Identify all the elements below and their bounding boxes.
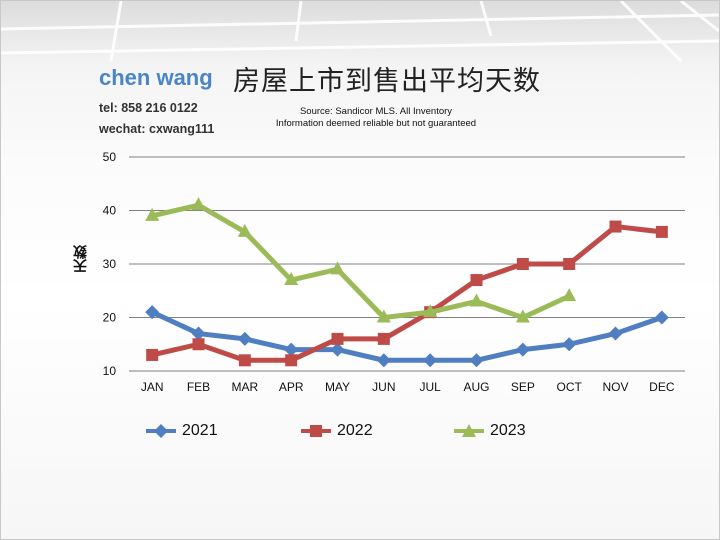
y-tick-label-50: 50 bbox=[103, 150, 117, 164]
y-tick-label-20: 20 bbox=[103, 311, 117, 325]
point-2021-may bbox=[330, 342, 345, 357]
author-name: chen wang bbox=[99, 65, 213, 90]
x-tick-label-nov: NOV bbox=[602, 380, 628, 394]
x-tick-label-may: MAY bbox=[325, 380, 350, 394]
legend-item-2022: 2022 bbox=[301, 419, 373, 443]
point-2021-dec bbox=[654, 310, 669, 325]
series-line-2021 bbox=[149, 309, 665, 363]
point-2021-jul bbox=[423, 353, 438, 368]
y-tick-label-10: 10 bbox=[103, 364, 117, 378]
point-2021-sep bbox=[515, 342, 530, 357]
point-2023-apr bbox=[284, 272, 299, 286]
point-2022-aug bbox=[470, 274, 483, 287]
y-tick-label-30: 30 bbox=[103, 257, 117, 271]
x-tick-label-jul: JUL bbox=[419, 380, 441, 394]
legend-label-2022: 2022 bbox=[337, 422, 373, 439]
point-2022-jun bbox=[377, 332, 390, 345]
page-title: 房屋上市到售出平均天数 bbox=[233, 66, 541, 97]
x-tick-label-dec: DEC bbox=[649, 380, 675, 394]
series-line-2022 bbox=[149, 224, 665, 363]
background-grid-decoration bbox=[1, 1, 719, 63]
legend-item-2021: 2021 bbox=[146, 419, 218, 443]
legend-swatch-2022 bbox=[301, 425, 331, 437]
point-2022-oct bbox=[563, 258, 576, 270]
point-2022-dec bbox=[655, 225, 668, 238]
source-note: Source: Sandicor MLS. All Inventory bbox=[299, 106, 453, 117]
point-2023-jun bbox=[376, 309, 391, 323]
point-2023-may bbox=[330, 261, 345, 275]
x-tick-label-mar: MAR bbox=[231, 380, 258, 394]
x-tick-label-oct: OCT bbox=[556, 380, 582, 394]
point-2021-oct bbox=[562, 337, 577, 352]
y-tick-label-40: 40 bbox=[103, 204, 117, 218]
point-2022-sep bbox=[516, 258, 529, 270]
point-2021-jun bbox=[376, 353, 391, 368]
point-2021-apr bbox=[284, 342, 299, 357]
legend-swatch-2023 bbox=[454, 424, 484, 437]
point-2021-aug bbox=[469, 353, 484, 368]
point-2023-jan bbox=[145, 207, 160, 221]
point-2022-may bbox=[331, 332, 344, 345]
point-2022-apr bbox=[285, 354, 298, 367]
x-tick-label-sep: SEP bbox=[511, 380, 535, 394]
legend-swatch-2021 bbox=[146, 424, 176, 438]
contact-wechat: wechat: cxwang111 bbox=[99, 122, 215, 136]
x-tick-label-jun: JUN bbox=[372, 380, 395, 394]
x-tick-label-jan: JAN bbox=[141, 380, 164, 394]
point-2022-jan bbox=[146, 348, 159, 361]
point-2023-sep bbox=[515, 309, 530, 323]
point-2021-nov bbox=[608, 326, 623, 341]
point-2021-jan bbox=[145, 305, 160, 320]
point-2022-mar bbox=[238, 354, 251, 367]
series-line-2023 bbox=[149, 202, 572, 320]
legend-item-2023: 2023 bbox=[454, 419, 526, 443]
point-2021-feb bbox=[191, 326, 206, 341]
point-2023-feb bbox=[191, 197, 206, 211]
contact-phone: tel: 858 216 0122 bbox=[99, 101, 198, 115]
x-tick-label-feb: FEB bbox=[187, 380, 210, 394]
point-2023-oct bbox=[562, 288, 577, 302]
point-2022-feb bbox=[192, 338, 205, 351]
x-tick-label-aug: AUG bbox=[463, 380, 489, 394]
point-2021-mar bbox=[237, 331, 252, 346]
legend-label-2021: 2021 bbox=[182, 422, 218, 439]
legend-label-2023: 2023 bbox=[490, 422, 526, 439]
point-2023-aug bbox=[469, 293, 484, 307]
x-tick-label-apr: APR bbox=[279, 380, 304, 394]
disclaimer-note: Information deemed reliable but not guar… bbox=[275, 118, 477, 129]
point-2023-jul bbox=[423, 304, 438, 318]
point-2023-mar bbox=[237, 223, 252, 237]
point-2022-nov bbox=[609, 220, 622, 233]
